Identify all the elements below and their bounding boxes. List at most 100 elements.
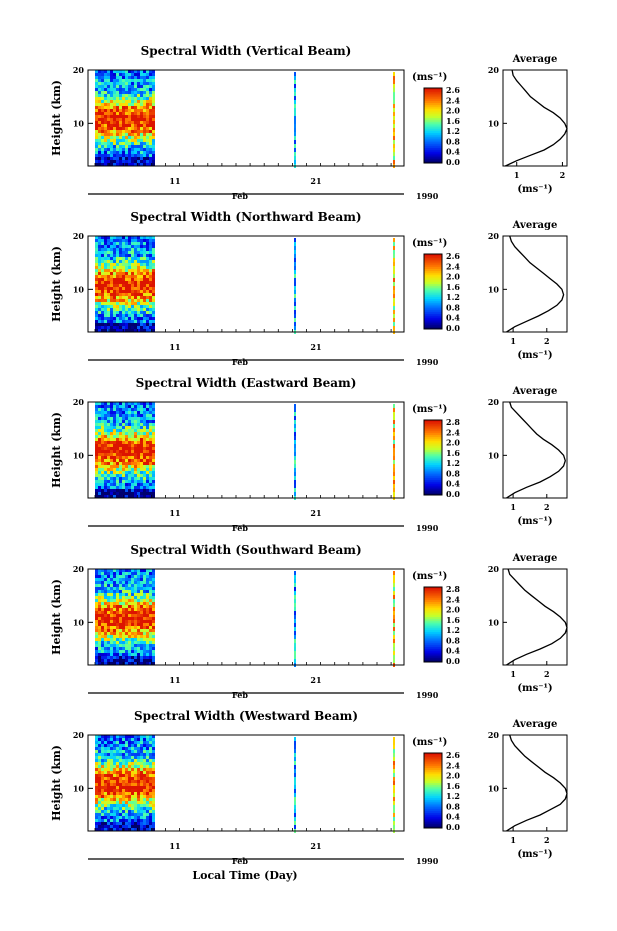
average-frame xyxy=(502,235,568,333)
heatmap-cell xyxy=(294,262,296,266)
heatmap-cell xyxy=(95,798,98,801)
heatmap-cell xyxy=(143,97,146,100)
heatmap-cell xyxy=(294,753,296,757)
heatmap-cell xyxy=(125,127,128,130)
heatmap-cell xyxy=(125,801,128,804)
heatmap-cell xyxy=(125,465,128,468)
heatmap-cell xyxy=(146,771,149,774)
colorbar-swatch xyxy=(424,605,442,609)
heatmap-cell xyxy=(122,290,125,293)
heatmap-cell xyxy=(113,741,116,744)
heatmap-cell xyxy=(152,644,155,647)
heatmap-cell xyxy=(128,266,131,269)
heatmap-cell xyxy=(143,435,146,438)
heatmap-cell xyxy=(116,599,119,602)
heatmap-cell xyxy=(116,801,119,804)
heatmap-cell xyxy=(134,777,137,780)
heatmap-cell xyxy=(95,768,98,771)
heatmap-cell xyxy=(146,311,149,314)
heatmap-cell xyxy=(294,72,296,76)
colorbar-swatch xyxy=(424,140,442,143)
colorbar-tick-label: 0.0 xyxy=(446,323,460,333)
heatmap-cell xyxy=(143,248,146,251)
heatmap-cell xyxy=(122,263,125,266)
heatmap-cell xyxy=(137,275,140,278)
heatmap-cell xyxy=(119,160,122,163)
heatmap-cell xyxy=(134,417,137,420)
heatmap-cell xyxy=(152,245,155,248)
heatmap-cell xyxy=(140,477,143,480)
heatmap-cell xyxy=(140,91,143,94)
heatmap-cell xyxy=(131,653,134,656)
heatmap-cell xyxy=(152,768,155,771)
heatmap-cell xyxy=(143,593,146,596)
heatmap-cell xyxy=(143,239,146,242)
heatmap-cell xyxy=(131,596,134,599)
heatmap-cell xyxy=(113,747,116,750)
heatmap-cell xyxy=(95,320,98,323)
heatmap-cell xyxy=(119,789,122,792)
heatmap-cell xyxy=(101,133,104,136)
heatmap-cell xyxy=(140,662,143,665)
heatmap-cell xyxy=(113,426,116,429)
heatmap-cell xyxy=(107,620,110,623)
heatmap-cell xyxy=(104,468,107,471)
colorbar-swatch xyxy=(424,478,442,481)
heatmap-cell xyxy=(104,408,107,411)
x-tick-label: 11 xyxy=(169,508,180,518)
heatmap-cell xyxy=(131,248,134,251)
heatmap-cell xyxy=(113,608,116,611)
heatmap-cell xyxy=(137,453,140,456)
heatmap-cell xyxy=(137,157,140,160)
average-line xyxy=(505,69,568,167)
heatmap-cell xyxy=(110,813,113,816)
heatmap-cell xyxy=(152,76,155,79)
heatmap-cell xyxy=(98,263,101,266)
heatmap-cell xyxy=(119,801,122,804)
heatmap-cell xyxy=(98,438,101,441)
heatmap-cell xyxy=(152,136,155,139)
heatmap-cell xyxy=(149,590,152,593)
heatmap-cell xyxy=(113,629,116,632)
colorbar-swatch xyxy=(424,615,442,618)
heatmap-cell xyxy=(122,79,125,82)
colorbar-swatch xyxy=(424,289,442,292)
heatmap-cell xyxy=(152,435,155,438)
heatmap-cell xyxy=(128,614,131,617)
heatmap-cell xyxy=(393,599,395,603)
heatmap-cell xyxy=(137,112,140,115)
heatmap-cell xyxy=(98,290,101,293)
colorbar-swatch xyxy=(424,272,442,276)
heatmap-cell xyxy=(140,142,143,145)
heatmap-cell xyxy=(137,281,140,284)
heatmap-cell xyxy=(101,578,104,581)
heatmap-cell xyxy=(98,275,101,278)
heatmap-cell xyxy=(146,402,149,405)
heatmap-cell xyxy=(393,476,395,480)
avg-x-axis-label: (ms⁻¹) xyxy=(517,683,552,694)
heatmap-cell xyxy=(122,465,125,468)
heatmap-cell xyxy=(116,632,119,635)
heatmap-cell xyxy=(128,124,131,127)
heatmap-cell xyxy=(119,272,122,275)
heatmap-cell xyxy=(119,88,122,91)
heatmap-cell xyxy=(134,109,137,112)
heatmap-cell xyxy=(152,284,155,287)
heatmap-cell xyxy=(107,569,110,572)
heatmap-cell xyxy=(122,450,125,453)
colorbar-swatch xyxy=(424,325,442,328)
heatmap-cell xyxy=(131,768,134,771)
heatmap-cell xyxy=(125,73,128,76)
heatmap-cell xyxy=(294,655,296,659)
heatmap-cell xyxy=(125,423,128,426)
heatmap-cell xyxy=(137,405,140,408)
heatmap-cell xyxy=(95,302,98,305)
heatmap-cell xyxy=(116,747,119,750)
heatmap-cell xyxy=(393,104,395,108)
heatmap-cell xyxy=(143,109,146,112)
heatmap-cell xyxy=(137,762,140,765)
heatmap-cell xyxy=(107,662,110,665)
heatmap-cell xyxy=(110,480,113,483)
heatmap-cell xyxy=(134,483,137,486)
heatmap-cell xyxy=(146,73,149,76)
